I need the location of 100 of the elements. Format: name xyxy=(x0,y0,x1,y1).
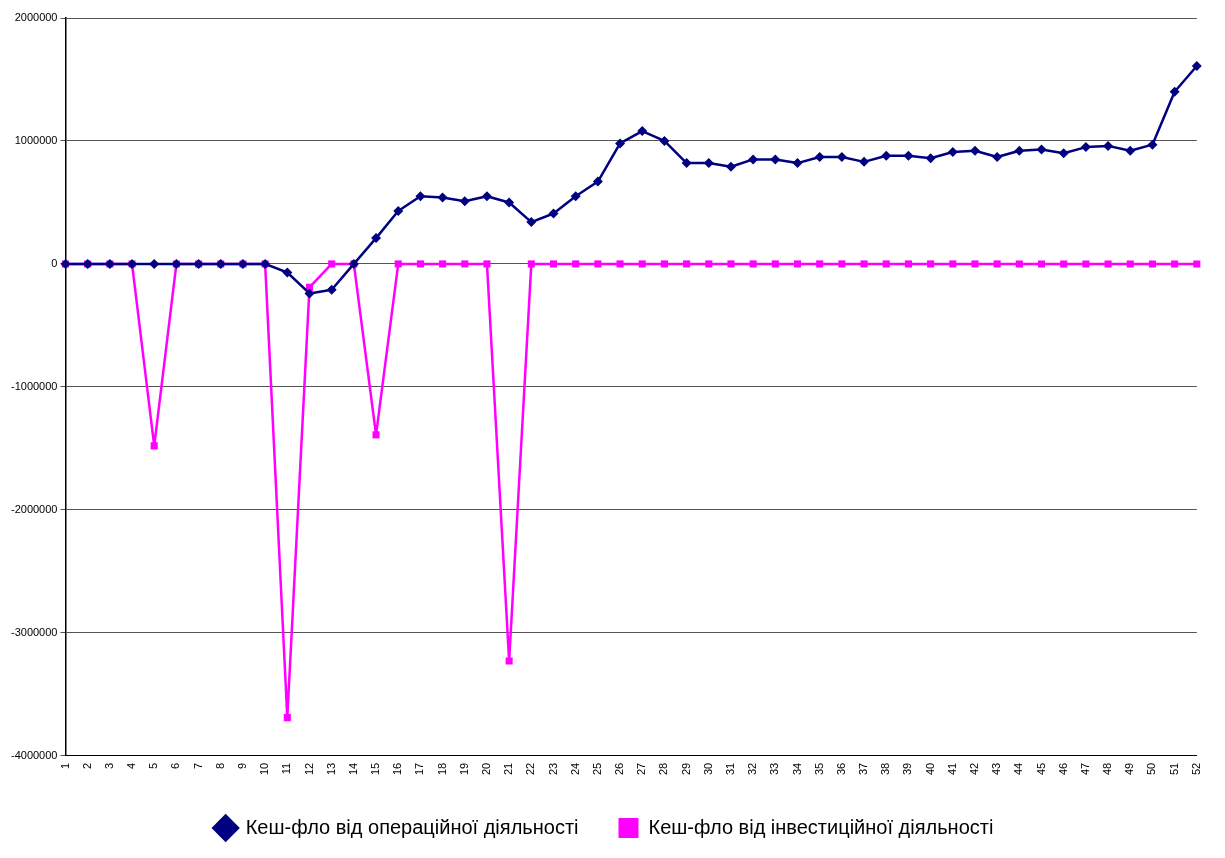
point xyxy=(859,156,870,167)
point xyxy=(1103,140,1114,151)
point xyxy=(838,260,846,268)
point xyxy=(1036,144,1047,155)
x-tick-label: 6 xyxy=(169,762,182,769)
point xyxy=(459,196,470,207)
point xyxy=(304,288,315,299)
point xyxy=(570,191,581,202)
x-tick-label: 49 xyxy=(1123,762,1136,776)
x-tick-label: 20 xyxy=(479,762,492,776)
point xyxy=(749,260,757,268)
x-tick-label: 46 xyxy=(1056,762,1069,776)
point xyxy=(505,657,513,665)
point xyxy=(1015,260,1023,268)
point xyxy=(1058,148,1069,159)
x-tick-label: 10 xyxy=(258,762,271,776)
point xyxy=(1193,260,1201,268)
point xyxy=(372,431,380,439)
x-tick-label: 47 xyxy=(1078,762,1091,776)
point xyxy=(969,145,980,156)
point xyxy=(949,260,957,268)
y-tick-label: 1000000 xyxy=(14,133,58,146)
x-tick-label: 29 xyxy=(679,762,692,776)
x-tick-label: 14 xyxy=(346,762,359,776)
point xyxy=(328,260,336,268)
point xyxy=(659,135,670,146)
legend-label: Кеш-фло від інвестиційної діяльності xyxy=(648,815,994,838)
point xyxy=(150,442,158,450)
point xyxy=(371,233,382,244)
x-tick-label: 23 xyxy=(546,762,559,776)
x-tick-label: 48 xyxy=(1101,762,1114,776)
point xyxy=(483,260,491,268)
x-tick-label: 17 xyxy=(413,762,426,776)
point xyxy=(660,260,668,268)
point xyxy=(283,714,291,722)
point xyxy=(1171,260,1179,268)
x-tick-label: 36 xyxy=(834,762,847,776)
x-tick-label: 21 xyxy=(502,762,515,776)
point xyxy=(1125,145,1136,156)
x-tick-label: 51 xyxy=(1167,762,1180,776)
point xyxy=(770,154,781,165)
x-tick-label: 18 xyxy=(435,762,448,776)
point xyxy=(814,151,825,162)
x-tick-label: 13 xyxy=(324,762,337,776)
x-tick-label: 9 xyxy=(235,762,248,769)
point xyxy=(1014,145,1025,156)
x-tick-label: 15 xyxy=(369,762,382,776)
point xyxy=(461,260,469,268)
x-tick-label: 50 xyxy=(1145,762,1158,776)
x-tick-label: 16 xyxy=(391,762,404,776)
point xyxy=(1169,86,1180,97)
point xyxy=(971,260,979,268)
point xyxy=(439,260,447,268)
point xyxy=(793,260,802,268)
point xyxy=(481,191,492,202)
x-tick-label: 32 xyxy=(746,762,759,776)
y-tick-label: 2000000 xyxy=(14,11,58,24)
point xyxy=(683,260,691,268)
point xyxy=(771,260,779,268)
point xyxy=(725,161,736,172)
point xyxy=(882,260,890,268)
x-tick-label: 12 xyxy=(302,762,315,776)
point xyxy=(925,153,936,164)
point xyxy=(727,260,735,268)
point xyxy=(549,260,558,268)
point xyxy=(903,150,914,161)
point xyxy=(548,208,559,219)
point xyxy=(860,260,868,268)
x-tick-label: 30 xyxy=(701,762,714,776)
point xyxy=(1104,260,1112,268)
x-tick-label: 3 xyxy=(102,762,115,769)
point xyxy=(705,260,713,268)
x-tick-label: 31 xyxy=(724,762,736,776)
point xyxy=(1082,260,1090,268)
point xyxy=(416,260,424,268)
point xyxy=(637,126,648,137)
point xyxy=(881,150,892,161)
point xyxy=(992,151,1003,162)
point xyxy=(947,147,958,158)
point xyxy=(504,197,515,208)
x-tick-label: 27 xyxy=(635,762,648,776)
x-tick-label: 38 xyxy=(879,762,892,776)
point xyxy=(282,267,293,278)
x-tick-label: 8 xyxy=(213,762,226,769)
point xyxy=(681,158,692,169)
x-tick-label: 40 xyxy=(923,762,936,776)
point xyxy=(792,158,803,169)
x-tick-label: 1 xyxy=(58,762,71,769)
x-tick-label: 45 xyxy=(1034,762,1047,776)
y-tick-label: -1000000 xyxy=(10,379,58,392)
point xyxy=(1147,139,1158,150)
x-tick-label: 41 xyxy=(945,762,958,776)
x-tick-label: 2 xyxy=(80,762,93,769)
point xyxy=(592,176,603,187)
x-tick-label: 35 xyxy=(812,762,825,776)
point xyxy=(527,260,535,268)
x-tick-label: 39 xyxy=(901,762,914,776)
x-tick-label: 43 xyxy=(990,762,1003,776)
x-tick-label: 42 xyxy=(968,762,981,776)
x-tick-label: 11 xyxy=(280,762,293,775)
